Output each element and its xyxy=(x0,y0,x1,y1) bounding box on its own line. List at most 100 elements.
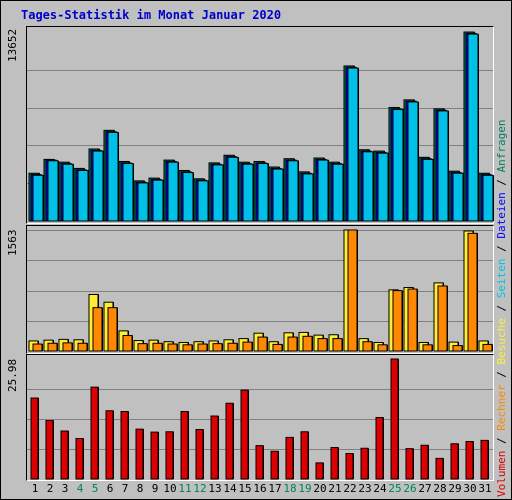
bar-rechner-day-21 xyxy=(332,338,343,352)
x-tick-label-9: 9 xyxy=(151,482,159,495)
x-tick-label-15: 15 xyxy=(238,482,252,495)
x-tick-label-3: 3 xyxy=(61,482,69,495)
bar-seiten-day-15 xyxy=(242,163,254,222)
bar-rechner-day-8 xyxy=(137,343,148,352)
legend-rechner: Rechner xyxy=(495,384,508,431)
volume-plot xyxy=(27,358,493,480)
bar-volumen-day-20 xyxy=(315,462,324,480)
bar-rechner-day-15 xyxy=(242,341,253,352)
bar-seiten-day-7 xyxy=(122,163,134,222)
bar-rechner-day-29 xyxy=(452,345,463,352)
bar-rechner-day-9 xyxy=(152,342,163,352)
bar-rechner-day-2 xyxy=(47,342,58,352)
x-tick-label-28: 28 xyxy=(433,482,447,495)
bar-volumen-day-7 xyxy=(120,411,129,480)
bar-seiten-day-29 xyxy=(452,172,464,222)
bar-rechner-day-25 xyxy=(392,290,403,352)
x-tick-label-10: 10 xyxy=(163,482,177,495)
bar-rechner-day-31 xyxy=(482,343,493,352)
legend-separator: / xyxy=(495,298,508,319)
bar-volumen-day-4 xyxy=(75,438,84,480)
bar-seiten-day-28 xyxy=(437,110,449,222)
bar-volumen-day-5 xyxy=(90,386,99,480)
bar-seiten-day-3 xyxy=(62,163,74,222)
legend-dateien: Dateien xyxy=(495,192,508,239)
bar-volumen-day-10 xyxy=(165,431,174,480)
bar-seiten-day-21 xyxy=(332,163,344,222)
y-max-hits-text: 13652 xyxy=(6,28,19,62)
y-max-visits-text: 1563 xyxy=(6,229,19,257)
bar-seiten-day-2 xyxy=(47,160,59,222)
x-tick-label-24: 24 xyxy=(373,482,387,495)
bar-volumen-day-28 xyxy=(435,457,444,480)
series-legend: Volumen / Rechner / Besuche / Seiten / D… xyxy=(495,119,508,497)
bar-seiten-day-24 xyxy=(377,152,389,222)
bar-seiten-day-26 xyxy=(407,101,419,222)
bar-seiten-day-9 xyxy=(152,179,164,222)
y-max-volume-text: 25.98 xyxy=(6,358,19,392)
bar-volumen-day-19 xyxy=(300,431,309,480)
x-tick-label-23: 23 xyxy=(358,482,372,495)
x-tick-label-1: 1 xyxy=(31,482,39,495)
x-tick-label-11: 11 xyxy=(178,482,192,495)
bar-rechner-day-24 xyxy=(377,344,388,352)
bar-seiten-day-12 xyxy=(197,180,209,222)
bar-volumen-day-15 xyxy=(240,389,249,480)
bar-seiten-day-20 xyxy=(317,159,329,222)
bar-volumen-day-9 xyxy=(150,431,159,480)
bar-seiten-day-31 xyxy=(482,174,494,222)
x-tick-label-22: 22 xyxy=(343,482,357,495)
bar-seiten-day-17 xyxy=(272,168,284,222)
bar-seiten-day-19 xyxy=(302,173,314,222)
legend-besuche: Besuche xyxy=(495,318,508,365)
bar-rechner-day-4 xyxy=(77,342,88,352)
x-tick-label-14: 14 xyxy=(223,482,237,495)
bar-seiten-day-23 xyxy=(362,151,374,222)
bar-rechner-day-20 xyxy=(317,338,328,352)
legend-separator: / xyxy=(495,430,508,451)
bar-seiten-day-16 xyxy=(257,163,269,222)
bar-seiten-day-22 xyxy=(347,67,359,222)
bar-rechner-day-10 xyxy=(167,343,178,352)
bar-rechner-day-23 xyxy=(362,341,373,352)
legend-separator: / xyxy=(495,238,508,259)
x-tick-label-31: 31 xyxy=(478,482,492,495)
x-tick-label-4: 4 xyxy=(76,482,84,495)
x-tick-label-27: 27 xyxy=(418,482,432,495)
chart-title: Tages-Statistik im Monat Januar 2020 xyxy=(21,8,282,22)
bar-seiten-day-10 xyxy=(167,161,179,222)
x-tick-label-18: 18 xyxy=(283,482,297,495)
x-axis-labels: 1 2 3 4 5 6 7 8 9 10 11 12 13 14 15 16 17 18 19 20 21 22 23 24 2… xyxy=(1,482,512,498)
bar-seiten-day-27 xyxy=(422,158,434,222)
volume-panel xyxy=(26,354,494,481)
bar-rechner-day-19 xyxy=(302,335,313,352)
x-tick-label-17: 17 xyxy=(268,482,282,495)
bar-volumen-day-8 xyxy=(135,428,144,480)
bar-volumen-day-14 xyxy=(225,402,234,480)
bar-seiten-day-30 xyxy=(467,33,479,222)
visits-panel xyxy=(26,225,494,354)
x-tick-label-6: 6 xyxy=(106,482,114,495)
bar-seiten-day-11 xyxy=(182,172,194,222)
x-tick-label-21: 21 xyxy=(328,482,342,495)
legend-separator: / xyxy=(495,172,508,193)
bar-volumen-day-21 xyxy=(330,447,339,480)
bar-rechner-day-26 xyxy=(407,288,418,352)
hits-plot xyxy=(27,31,494,222)
bar-volumen-day-31 xyxy=(480,439,489,480)
bar-volumen-day-3 xyxy=(60,430,69,480)
x-tick-label-25: 25 xyxy=(388,482,402,495)
bar-volumen-day-30 xyxy=(465,441,474,480)
x-tick-label-7: 7 xyxy=(121,482,129,495)
x-tick-label-29: 29 xyxy=(448,482,462,495)
bar-seiten-day-8 xyxy=(137,182,149,222)
x-tick-label-2: 2 xyxy=(46,482,54,495)
bar-rechner-day-22 xyxy=(347,229,358,352)
bar-rechner-day-13 xyxy=(212,343,223,352)
bar-volumen-day-18 xyxy=(285,436,294,480)
bar-rechner-day-30 xyxy=(467,232,478,352)
bar-volumen-day-26 xyxy=(405,448,414,480)
bar-seiten-day-6 xyxy=(107,131,119,222)
bar-volumen-day-27 xyxy=(420,444,429,480)
